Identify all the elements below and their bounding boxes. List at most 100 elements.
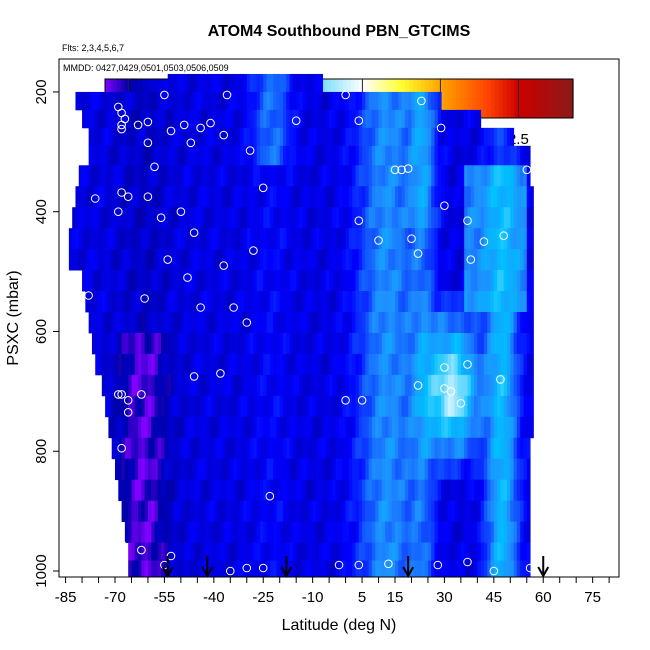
heatmap-cell bbox=[345, 542, 350, 561]
heatmap-cell bbox=[240, 395, 244, 418]
heatmap-cell bbox=[105, 165, 109, 187]
heatmap-cell bbox=[105, 353, 109, 376]
heatmap-cell bbox=[217, 109, 221, 129]
heatmap-cell bbox=[480, 186, 485, 208]
flight-arrow-head bbox=[161, 566, 174, 579]
heatmap-cell bbox=[398, 374, 403, 397]
heatmap-cell bbox=[266, 186, 271, 208]
heatmap-cell bbox=[381, 145, 386, 166]
heatmap-cell bbox=[187, 416, 192, 439]
heatmap-cell bbox=[516, 395, 521, 418]
heatmap-cell bbox=[177, 207, 182, 229]
heatmap-cell bbox=[388, 332, 393, 355]
heatmap-cell bbox=[227, 109, 231, 129]
heatmap-cell bbox=[144, 186, 149, 208]
heatmap-cell bbox=[174, 374, 179, 397]
heatmap-cell bbox=[530, 207, 534, 229]
heatmap-cell bbox=[306, 73, 310, 93]
heatmap-cell bbox=[161, 458, 165, 481]
heatmap-cell bbox=[180, 186, 185, 208]
heatmap-cell bbox=[223, 437, 228, 460]
heatmap-cell bbox=[118, 109, 123, 129]
heatmap-cell bbox=[464, 395, 468, 418]
heatmap-cell bbox=[299, 560, 304, 578]
heatmap-cell bbox=[401, 312, 406, 334]
heatmap-cell bbox=[289, 332, 294, 355]
heatmap-cell bbox=[101, 249, 106, 271]
heatmap-cell bbox=[147, 416, 152, 439]
heatmap-cell bbox=[411, 416, 416, 439]
heatmap-cell bbox=[85, 91, 90, 111]
flight-arrows bbox=[161, 556, 550, 579]
heatmap-cell bbox=[427, 500, 432, 523]
heatmap-cell bbox=[457, 291, 462, 313]
heatmap-cell bbox=[348, 91, 353, 111]
heatmap-cell bbox=[190, 458, 195, 481]
heatmap-cell bbox=[388, 500, 393, 523]
heatmap-cell bbox=[141, 353, 146, 376]
heatmap-cell bbox=[118, 458, 123, 481]
heatmap-cell bbox=[358, 165, 363, 187]
heatmap-cell bbox=[510, 186, 515, 208]
heatmap-cell bbox=[174, 270, 179, 292]
heatmap-cell bbox=[101, 186, 106, 208]
heatmap-cell bbox=[378, 500, 383, 523]
heatmap-cell bbox=[520, 186, 524, 208]
heatmap-cell bbox=[434, 270, 439, 292]
heatmap-cell bbox=[371, 270, 376, 292]
heatmap-cell bbox=[147, 332, 152, 355]
heatmap-cell bbox=[128, 249, 132, 271]
heatmap-cell bbox=[250, 479, 254, 502]
heatmap-cell bbox=[381, 109, 386, 129]
heatmap-cell bbox=[138, 500, 142, 523]
heatmap-cell bbox=[283, 291, 287, 313]
heatmap-cell bbox=[444, 353, 449, 376]
heatmap-cell bbox=[477, 186, 482, 208]
heatmap-cell bbox=[497, 458, 501, 481]
heatmap-cell bbox=[223, 228, 228, 250]
heatmap-cell bbox=[138, 207, 142, 229]
heatmap-cell bbox=[78, 165, 83, 187]
heatmap-cell bbox=[105, 395, 109, 418]
heatmap-cell bbox=[444, 165, 449, 187]
heatmap-cell bbox=[138, 127, 142, 147]
heatmap-cell bbox=[516, 437, 521, 460]
x-tick-label: 75 bbox=[584, 589, 601, 606]
heatmap-cell bbox=[437, 374, 442, 397]
sample-point bbox=[186, 138, 196, 148]
heatmap-cell bbox=[128, 542, 132, 561]
heatmap-cell bbox=[200, 353, 205, 376]
heatmap-cell bbox=[431, 395, 436, 418]
heatmap-cell bbox=[171, 207, 175, 229]
heatmap-cell bbox=[329, 186, 333, 208]
heatmap-cell bbox=[467, 374, 472, 397]
heatmap-cell bbox=[147, 521, 152, 543]
sample-point bbox=[179, 120, 189, 130]
heatmap-cell bbox=[348, 145, 353, 166]
heatmap-cell bbox=[315, 73, 320, 93]
heatmap-cell bbox=[460, 186, 465, 208]
heatmap-cell bbox=[348, 437, 353, 460]
heatmap-cell bbox=[368, 109, 373, 129]
heatmap-cell bbox=[460, 249, 465, 271]
heatmap-cell bbox=[161, 249, 165, 271]
sample-point bbox=[219, 130, 228, 140]
heatmap-cell bbox=[398, 270, 403, 292]
heatmap-cell bbox=[385, 353, 389, 376]
heatmap-cell bbox=[507, 165, 511, 187]
heatmap-cell bbox=[154, 542, 159, 561]
heatmap-cell bbox=[530, 353, 534, 376]
heatmap-cell bbox=[395, 521, 399, 543]
heatmap-cell bbox=[220, 73, 225, 93]
heatmap-cell bbox=[368, 270, 373, 292]
heatmap-cell bbox=[128, 165, 132, 187]
heatmap-cell bbox=[500, 186, 505, 208]
heatmap-cell bbox=[447, 542, 452, 561]
heatmap-cell bbox=[72, 228, 76, 250]
heatmap-cell bbox=[236, 416, 241, 439]
heatmap-cell bbox=[348, 395, 353, 418]
heatmap-cell bbox=[319, 479, 324, 502]
heatmap-cell bbox=[375, 416, 380, 439]
heatmap-cell bbox=[220, 416, 225, 439]
heatmap-cell bbox=[203, 127, 208, 147]
